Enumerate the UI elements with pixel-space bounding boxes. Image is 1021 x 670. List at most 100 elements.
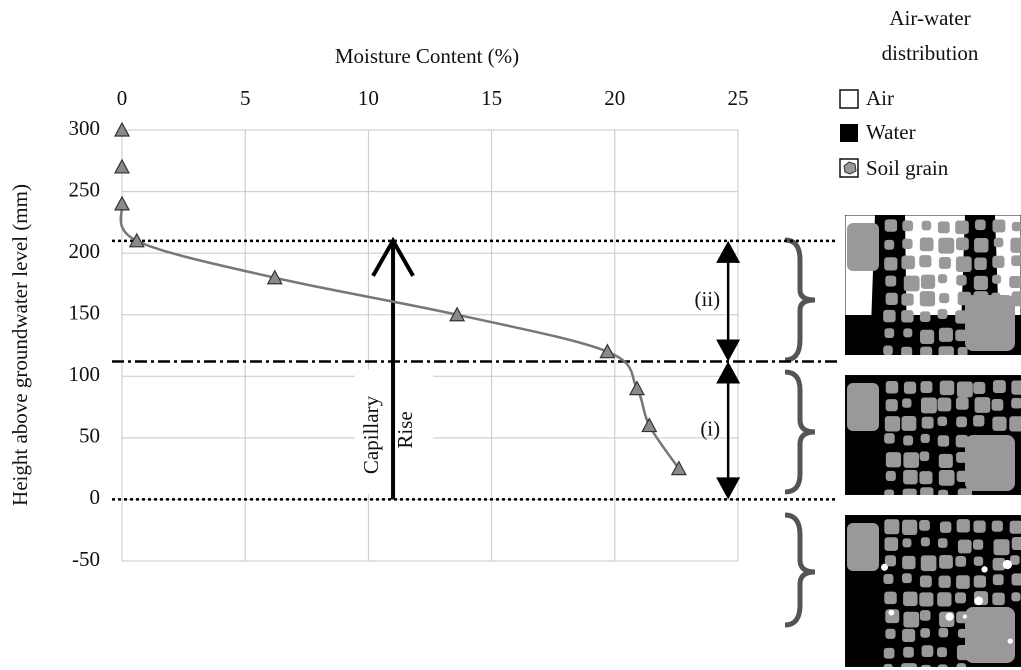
grain: [938, 575, 951, 588]
grain: [847, 523, 879, 571]
air: [880, 563, 889, 571]
x-tick-label: 10: [358, 86, 379, 110]
y-tick-label: 150: [69, 301, 101, 325]
grain: [993, 237, 1004, 248]
brace: [784, 369, 816, 495]
grain: [973, 381, 986, 394]
grain: [902, 555, 916, 570]
point: [599, 343, 616, 359]
grain: [937, 221, 950, 234]
grain: [973, 275, 988, 291]
grain: [992, 274, 1002, 284]
grain: [939, 256, 951, 269]
grain: [884, 537, 899, 551]
grain: [965, 295, 1015, 351]
grain: [901, 573, 912, 584]
zone-label: (i): [700, 416, 720, 440]
grain: [939, 555, 953, 569]
panel-content: [845, 215, 1021, 355]
grain: [919, 520, 930, 531]
grain: [884, 489, 895, 495]
x-tick-label: 0: [117, 86, 128, 110]
grain: [919, 575, 932, 588]
grain: [902, 488, 917, 495]
grain: [973, 415, 985, 427]
grain: [903, 611, 920, 628]
point: [113, 158, 131, 174]
grain: [919, 471, 933, 485]
grain: [965, 435, 1015, 491]
legend-title: Air-water: [889, 6, 970, 30]
grain: [919, 311, 931, 322]
brace: [784, 512, 816, 628]
grain: [992, 380, 1006, 394]
soil-panels: [845, 215, 1021, 667]
grain: [921, 416, 934, 429]
grain: [938, 489, 949, 495]
grain: [957, 291, 972, 306]
grain: [885, 292, 898, 305]
grain: [937, 647, 947, 658]
grain: [956, 275, 967, 286]
grain: [902, 538, 912, 548]
grain: [937, 538, 948, 548]
grain: [955, 329, 967, 342]
grain: [920, 628, 930, 638]
grain: [884, 555, 897, 567]
air: [962, 614, 967, 619]
grain: [991, 520, 1003, 532]
grain: [955, 237, 969, 251]
grain: [938, 237, 955, 254]
grain: [902, 238, 913, 249]
air: [1002, 559, 1013, 570]
grain: [973, 520, 986, 533]
grain: [1011, 380, 1021, 395]
grain: [955, 434, 969, 448]
air: [1007, 638, 1013, 644]
grain: [902, 220, 914, 232]
grain: [974, 238, 989, 253]
arrow-head: [716, 339, 741, 362]
grain: [885, 381, 899, 394]
grain: [1009, 416, 1021, 432]
grain: [903, 646, 914, 658]
grain: [884, 519, 900, 535]
air: [981, 566, 988, 573]
point: [128, 232, 145, 248]
grain: [993, 539, 1010, 556]
grain: [956, 381, 973, 398]
y-tick-label: 200: [69, 239, 101, 263]
grain: [957, 628, 967, 638]
grain: [920, 346, 933, 355]
grain: [920, 664, 932, 667]
grain: [955, 310, 969, 324]
braces: [784, 237, 816, 628]
grain: [937, 309, 948, 319]
grain: [884, 433, 895, 444]
grain: [901, 310, 914, 323]
grain: [957, 346, 968, 355]
grain: [955, 592, 966, 604]
soil-panel: [845, 375, 1021, 495]
panel-content: [845, 375, 1021, 495]
grain: [919, 237, 934, 252]
grain: [937, 435, 950, 447]
grain: [1011, 291, 1021, 307]
grain: [885, 452, 902, 468]
grain: [919, 592, 934, 607]
grain: [973, 291, 989, 306]
grain: [974, 257, 987, 270]
grain: [937, 397, 952, 412]
grain: [1010, 237, 1021, 253]
grain: [884, 257, 898, 271]
grain: [901, 663, 918, 667]
grain: [920, 487, 934, 495]
grain: [957, 539, 972, 554]
legend-title: distribution: [882, 41, 979, 65]
grain: [902, 519, 918, 535]
legend-swatch: [839, 89, 859, 109]
panel-content: [845, 515, 1021, 667]
grain: [901, 346, 913, 355]
grain: [919, 610, 931, 621]
